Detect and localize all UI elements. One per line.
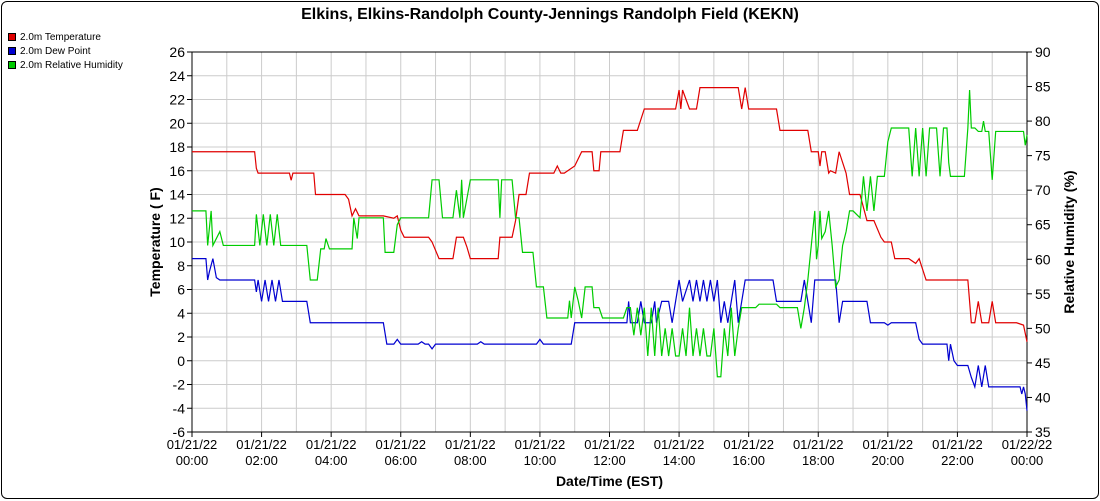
x-tick-label-time: 18:00 bbox=[802, 453, 835, 468]
y-tick-label: 22 bbox=[169, 92, 185, 108]
y-tick-label: 2 bbox=[177, 329, 185, 345]
y2-tick-label: 90 bbox=[1035, 44, 1051, 60]
legend-swatch bbox=[8, 47, 16, 55]
x-tick-label-time: 06:00 bbox=[384, 453, 417, 468]
y2-tick-label: 70 bbox=[1035, 182, 1051, 198]
y-tick-label: -4 bbox=[173, 400, 186, 416]
y-tick-label: 0 bbox=[177, 353, 185, 369]
x-tick-label-time: 02:00 bbox=[245, 453, 278, 468]
y2-tick-label: 45 bbox=[1035, 355, 1051, 371]
y-tick-label: 10 bbox=[169, 234, 185, 250]
x-tick-label-time: 04:00 bbox=[315, 453, 348, 468]
x-tick-label-date: 01/21/22 bbox=[515, 437, 566, 452]
x-tick-label-date: 01/21/22 bbox=[306, 437, 357, 452]
y2-axis-label: Relative Humidity (%) bbox=[1061, 170, 1077, 313]
y2-tick-label: 60 bbox=[1035, 251, 1051, 267]
x-tick-label-time: 08:00 bbox=[454, 453, 487, 468]
y-tick-label: 26 bbox=[169, 44, 185, 60]
y-tick-label: 4 bbox=[177, 305, 185, 321]
x-tick-label-time: 20:00 bbox=[872, 453, 905, 468]
y2-tick-label: 85 bbox=[1035, 79, 1051, 95]
legend-swatch bbox=[8, 33, 16, 41]
x-tick-label-time: 16:00 bbox=[732, 453, 765, 468]
y2-tick-label: 35 bbox=[1035, 424, 1051, 440]
y2-tick-label: 80 bbox=[1035, 113, 1051, 129]
y-tick-label: 16 bbox=[169, 163, 185, 179]
series-line-3 bbox=[192, 89, 1028, 378]
y-tick-label: -2 bbox=[173, 377, 186, 393]
plot-border bbox=[191, 51, 1028, 433]
y-tick-label: 18 bbox=[169, 139, 185, 155]
series-line-2 bbox=[192, 258, 1028, 411]
x-tick-label-time: 14:00 bbox=[663, 453, 696, 468]
legend-label: 2.0m Relative Humidity bbox=[20, 59, 123, 71]
legend-item: 2.0m Relative Humidity bbox=[8, 58, 123, 72]
legend-label: 2.0m Dew Point bbox=[20, 45, 91, 57]
y-tick-label: 14 bbox=[169, 187, 185, 203]
y-tick-label: 12 bbox=[169, 210, 185, 226]
legend-swatch bbox=[8, 61, 16, 69]
y-tick-label: 8 bbox=[177, 258, 185, 274]
x-tick-label-date: 01/21/22 bbox=[236, 437, 287, 452]
y2-tick-label: 40 bbox=[1035, 389, 1051, 405]
legend-label: 2.0m Temperature bbox=[20, 31, 101, 43]
x-tick-label-date: 01/21/22 bbox=[584, 437, 635, 452]
y2-tick-label: 55 bbox=[1035, 286, 1051, 302]
y-tick-label: 24 bbox=[169, 68, 185, 84]
x-tick-label-date: 01/21/22 bbox=[793, 437, 844, 452]
x-tick-label-date: 01/21/22 bbox=[445, 437, 496, 452]
x-tick-label-time: 00:00 bbox=[176, 453, 209, 468]
x-tick-label-date: 01/21/22 bbox=[863, 437, 914, 452]
x-tick-label-time: 22:00 bbox=[941, 453, 974, 468]
x-axis-label: Date/Time (EST) bbox=[556, 473, 663, 489]
y2-tick-label: 75 bbox=[1035, 148, 1051, 164]
x-tick-label-date: 01/21/22 bbox=[167, 437, 218, 452]
x-tick-label-date: 01/21/22 bbox=[723, 437, 774, 452]
legend-item: 2.0m Dew Point bbox=[8, 44, 123, 58]
y-tick-label: -6 bbox=[173, 424, 186, 440]
y-tick-label: 6 bbox=[177, 282, 185, 298]
chart-legend: 2.0m Temperature 2.0m Dew Point 2.0m Relat… bbox=[8, 30, 123, 72]
legend-item: 2.0m Temperature bbox=[8, 30, 123, 44]
chart-title: Elkins, Elkins-Randolph County-Jennings … bbox=[301, 6, 799, 23]
x-tick-label-date: 01/21/22 bbox=[375, 437, 426, 452]
x-tick-label-time: 10:00 bbox=[524, 453, 557, 468]
y2-tick-label: 50 bbox=[1035, 320, 1051, 336]
x-tick-label-date: 01/22/22 bbox=[1002, 437, 1053, 452]
x-tick-label-date: 01/21/22 bbox=[932, 437, 983, 452]
series-line-1 bbox=[192, 87, 1028, 342]
y2-tick-label: 65 bbox=[1035, 217, 1051, 233]
x-tick-label-date: 01/21/22 bbox=[654, 437, 705, 452]
x-tick-label-time: 12:00 bbox=[593, 453, 626, 468]
y-tick-label: 20 bbox=[169, 115, 185, 131]
x-tick-label-time: 00:00 bbox=[1011, 453, 1044, 468]
y-axis-label: Temperature ( F) bbox=[147, 187, 163, 296]
